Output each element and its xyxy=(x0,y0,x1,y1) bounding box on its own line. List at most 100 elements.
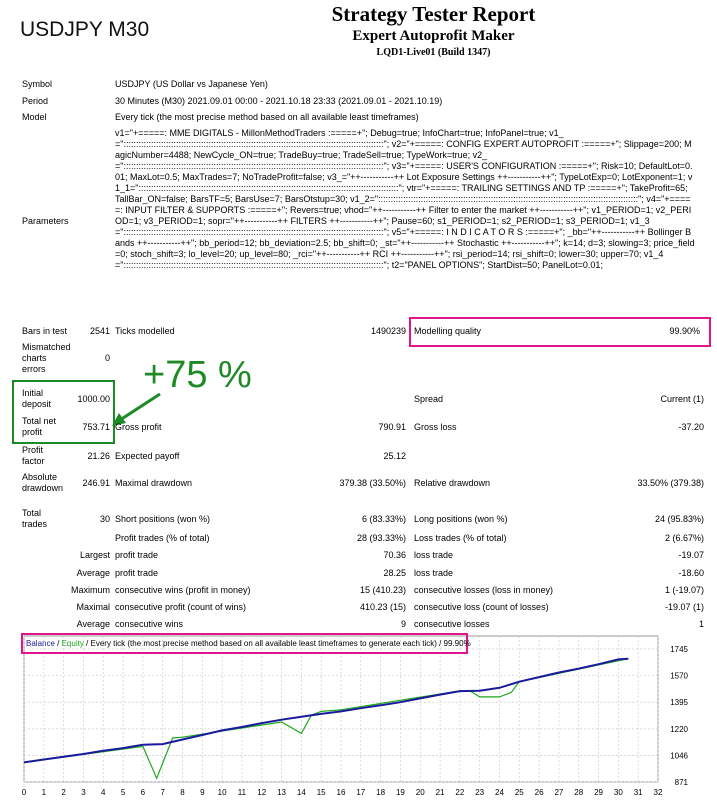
max-consecutive-wins-label: consecutive wins (profit in money) xyxy=(115,585,251,595)
deposit-label-2: deposit xyxy=(22,399,52,409)
x-tick-label: 23 xyxy=(475,788,484,797)
x-tick-label: 1 xyxy=(42,788,47,797)
average-loss-trade-value: -18.60 xyxy=(678,568,704,578)
long-positions-label: Long positions (won %) xyxy=(414,514,508,524)
chart-lines xyxy=(23,657,629,780)
maximal-drawdown-label: Maximal drawdown xyxy=(115,478,193,488)
avg-consecutive-losses-label: consecutive losses xyxy=(414,619,490,629)
modelling-quality-highlight xyxy=(409,317,711,347)
report-title-text: Strategy Tester Report xyxy=(331,2,536,26)
parameters-label: Parameters xyxy=(22,216,69,226)
x-tick-label: 31 xyxy=(634,788,643,797)
largest-loss-trade-value: -19.07 xyxy=(678,550,704,560)
maximal-drawdown-value: 379.38 (33.50%) xyxy=(339,478,406,488)
x-tick-label: 15 xyxy=(317,788,326,797)
x-tick-label: 4 xyxy=(101,788,106,797)
average-profit-trade-value: 28.25 xyxy=(383,568,406,578)
y-tick-label: 1395 xyxy=(670,698,688,707)
spread-value: Current (1) xyxy=(660,394,704,404)
average-label: Average xyxy=(76,568,110,578)
net-profit-value: 753.71 xyxy=(82,422,110,432)
bars-label: Bars in test xyxy=(22,326,68,336)
absolute-drawdown-label-1: Absolute xyxy=(22,472,58,482)
bars-value: 2541 xyxy=(89,326,110,336)
x-tick-label: 10 xyxy=(218,788,227,797)
max-consecutive-loss-label: consecutive loss (count of losses) xyxy=(414,602,549,612)
largest-label: Largest xyxy=(79,550,110,560)
expected-payoff-label: Expected payoff xyxy=(115,451,180,461)
max-consecutive-losses-label: consecutive losses (loss in money) xyxy=(414,585,554,595)
x-tick-label: 11 xyxy=(238,788,247,797)
total-trades-value: 30 xyxy=(99,514,110,524)
maximal-label: Maximal xyxy=(76,602,110,612)
x-tick-label: 13 xyxy=(277,788,286,797)
x-tick-label: 28 xyxy=(574,788,583,797)
average-profit-trade-label: profit trade xyxy=(115,568,159,578)
legend-equity: Equity xyxy=(62,639,84,648)
x-tick-label: 25 xyxy=(515,788,524,797)
profit-factor-label-2: factor xyxy=(22,456,45,466)
avg-consecutive-wins-value: 9 xyxy=(400,619,406,629)
short-positions-value: 6 (83.33%) xyxy=(361,514,406,524)
parameters-value: v1="+=====: MME DIGITALS - MillonMethodT… xyxy=(115,128,695,270)
gross-profit-label: Gross profit xyxy=(115,422,162,432)
relative-drawdown-label: Relative drawdown xyxy=(414,478,491,488)
absolute-drawdown-value: 246.91 xyxy=(82,478,110,488)
x-tick-label: 2 xyxy=(61,788,66,797)
mismatch-label-2: charts xyxy=(22,353,47,363)
x-tick-label: 29 xyxy=(594,788,603,797)
total-trades-label-2: trades xyxy=(22,519,48,529)
largest-loss-trade-label: loss trade xyxy=(414,550,454,560)
max-consecutive-wins-value: 15 (410.23) xyxy=(359,585,406,595)
x-axis-ticks: 0 1 2 3 4 5 6 7 8 9 10 11 12 13 14 15 16 17 18 19 20 21 22 23 24… xyxy=(22,788,663,797)
x-tick-label: 30 xyxy=(614,788,623,797)
gross-loss-label: Gross loss xyxy=(414,422,457,432)
x-tick-label: 22 xyxy=(455,788,464,797)
legend-sep: / xyxy=(55,639,62,648)
period-label: Period xyxy=(22,96,49,106)
chart-legend: Balance / Equity / Every tick (the most … xyxy=(26,639,471,648)
avg-consecutive-losses-value: 1 xyxy=(698,619,704,629)
profit-percent-annotation: +75 % xyxy=(143,354,252,396)
model-label: Model xyxy=(22,112,47,122)
y-tick-label: 1220 xyxy=(670,725,688,734)
symbol-timeframe-caption: USDJPY M30 xyxy=(20,18,150,41)
x-tick-label: 3 xyxy=(81,788,86,797)
balance-line xyxy=(23,657,629,764)
x-tick-label: 20 xyxy=(416,788,425,797)
relative-drawdown-value: 33.50% (379.38) xyxy=(637,478,704,488)
gross-loss-value: -37.20 xyxy=(678,422,704,432)
x-tick-label: 7 xyxy=(160,788,165,797)
long-positions-value: 24 (95.83%) xyxy=(654,514,704,524)
report-title: Strategy Tester Report xyxy=(0,2,717,27)
largest-profit-trade-label: profit trade xyxy=(115,550,159,560)
x-tick-label: 0 xyxy=(22,788,27,797)
period-value: 30 Minutes (M30) 2021.09.01 00:00 - 2021… xyxy=(115,96,443,106)
model-value: Every tick (the most precise method base… xyxy=(115,112,419,122)
quality-label: Modelling quality xyxy=(414,326,482,336)
max-consecutive-profit-label: consecutive profit (count of wins) xyxy=(115,602,247,612)
short-positions-label: Short positions (won %) xyxy=(115,514,211,524)
x-tick-label: 21 xyxy=(436,788,445,797)
x-tick-label: 17 xyxy=(356,788,365,797)
symbol-value: USDJPY (US Dollar vs Japanese Yen) xyxy=(115,79,268,89)
ticks-label: Ticks modelled xyxy=(115,326,175,336)
average-loss-trade-label: loss trade xyxy=(414,568,454,578)
x-tick-label: 14 xyxy=(297,788,306,797)
chart-grid xyxy=(23,635,659,783)
max-consecutive-loss-value: -19.07 (1) xyxy=(664,602,704,612)
quality-value: 99.90% xyxy=(669,326,700,336)
x-tick-label: 6 xyxy=(141,788,146,797)
legend-description: / Every tick (the most precise method ba… xyxy=(84,639,471,648)
profit-factor-value: 21.26 xyxy=(87,451,110,461)
expected-payoff-value: 25.12 xyxy=(383,451,406,461)
gross-profit-value: 790.91 xyxy=(378,422,406,432)
profit-trades-label: Profit trades (% of total) xyxy=(115,533,210,543)
loss-trades-value: 2 (6.67%) xyxy=(664,533,704,543)
deposit-label-1: Initial xyxy=(22,388,44,398)
balance-equity-chart: 0 1 2 3 4 5 6 7 8 9 10 11 12 13 14 15 16 17 18 19 20 21 22 23 24… xyxy=(18,632,698,800)
expert-name: Expert Autoprofit Maker xyxy=(0,28,717,45)
y-tick-label: 1570 xyxy=(670,672,688,681)
x-tick-label: 19 xyxy=(396,788,405,797)
symbol-label: Symbol xyxy=(22,79,53,89)
